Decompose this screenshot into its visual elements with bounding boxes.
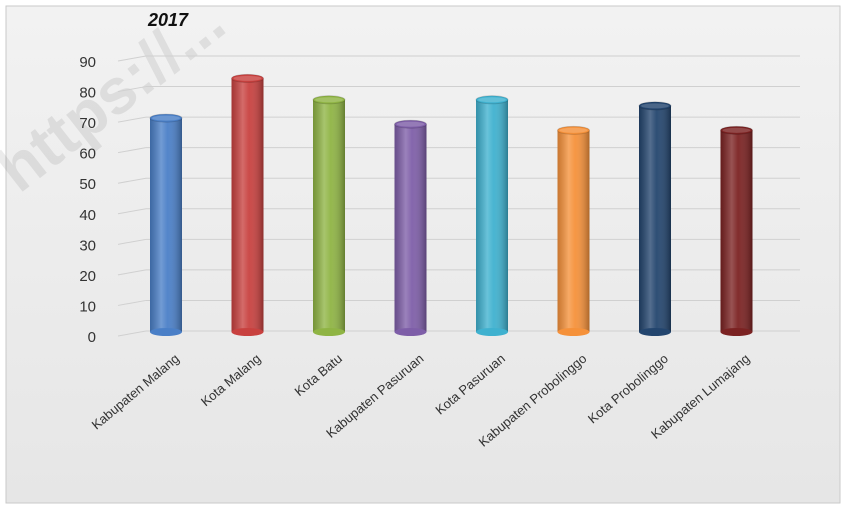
bar — [312, 95, 346, 336]
bar — [557, 125, 590, 336]
gridline-depth — [117, 238, 147, 245]
bar-top-cap — [394, 119, 427, 129]
bar-top-cap — [557, 125, 590, 135]
bar-shading — [720, 130, 753, 332]
y-tick-label: 90 — [79, 54, 96, 71]
bar-top-cap — [312, 95, 346, 105]
bar-top-highlight — [396, 121, 425, 127]
bar-top-highlight — [478, 97, 506, 103]
bar-base — [313, 328, 345, 336]
bar-base — [557, 328, 590, 336]
bar-top-highlight — [559, 127, 588, 133]
y-tick-label: 40 — [79, 207, 96, 224]
bar-base — [394, 328, 427, 336]
bar-top-highlight — [152, 115, 180, 121]
bar-shading — [150, 118, 182, 332]
bar-base — [231, 328, 264, 336]
bar — [638, 101, 672, 336]
y-tick-label: 60 — [79, 146, 96, 163]
bar-base — [639, 328, 671, 336]
y-tick-label: 80 — [79, 85, 96, 102]
bar — [149, 113, 183, 336]
y-tick-label: 30 — [79, 237, 96, 254]
gridline-depth — [117, 116, 147, 123]
bar-top-cap — [638, 101, 672, 111]
bars — [149, 73, 753, 336]
bar — [231, 73, 264, 336]
bar — [475, 95, 509, 336]
bar — [394, 119, 427, 336]
gridline-depth — [117, 330, 147, 337]
bar-top-highlight — [641, 103, 669, 109]
bar-base — [150, 328, 182, 336]
gridline-depth — [117, 177, 147, 184]
gridline-depth — [117, 208, 147, 215]
bar-top-cap — [475, 95, 509, 105]
gridline-depth — [117, 269, 147, 276]
bar-shading — [476, 99, 508, 333]
bar-shading — [313, 99, 345, 333]
bar-top-highlight — [315, 97, 343, 103]
y-tick-label: 0 — [88, 329, 96, 346]
y-tick-label: 50 — [79, 176, 96, 193]
y-axis-ticks: 0 10 20 30 40 50 60 70 80 90 — [79, 54, 96, 346]
bar — [720, 125, 753, 336]
gridline-depth — [117, 55, 147, 62]
y-tick-label: 10 — [79, 298, 96, 315]
bar-top-highlight — [233, 75, 262, 81]
gridline-depth — [117, 86, 147, 93]
bar-top-cap — [149, 113, 183, 123]
bar-shading — [639, 105, 671, 332]
gridline-depth — [117, 299, 147, 306]
bar-top-cap — [231, 73, 264, 83]
y-tick-label: 20 — [79, 268, 96, 285]
gridline-depth — [117, 147, 147, 154]
chart-title-fragment: 2017 — [147, 10, 189, 30]
bar-shading — [557, 130, 590, 332]
bar-base — [720, 328, 753, 336]
bar-shading — [231, 78, 264, 332]
bar-shading — [394, 124, 427, 332]
bar-top-cap — [720, 125, 753, 135]
y-tick-label: 70 — [79, 115, 96, 132]
bar-top-highlight — [722, 127, 751, 133]
bar-base — [476, 328, 508, 336]
